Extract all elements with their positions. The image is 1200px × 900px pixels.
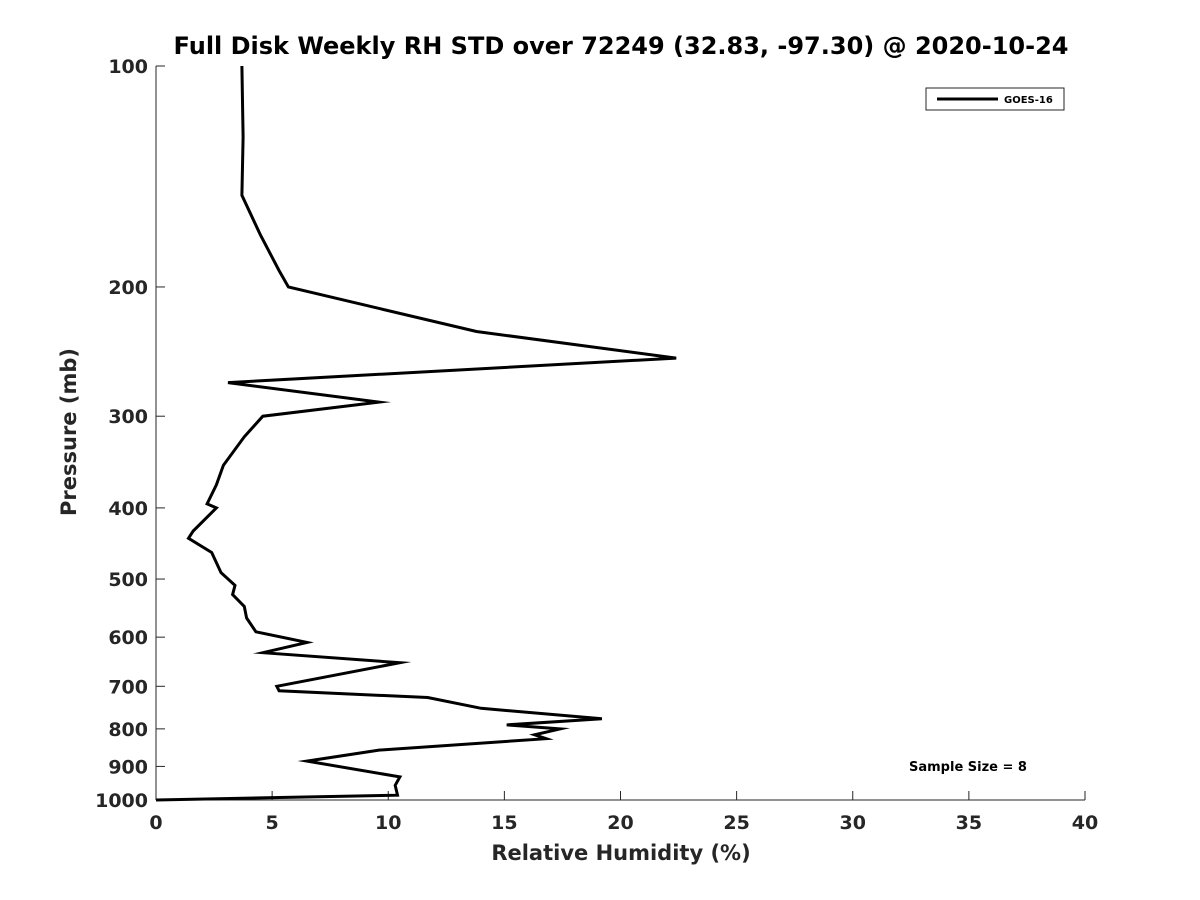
axes: 0 5 10 15 20 25 30 35 40 100 200 300 400 500 600 700 800… <box>95 56 1098 834</box>
x-tick-label: 25 <box>723 812 749 834</box>
legend: GOES-16 <box>925 87 1065 111</box>
x-tick-label: 40 <box>1072 812 1098 834</box>
y-tick-label: 200 <box>108 277 148 299</box>
x-tick-label: 15 <box>491 812 517 834</box>
y-tick-label: 1000 <box>95 790 148 812</box>
y-tick-label: 800 <box>108 719 148 741</box>
legend-label-goes-16: GOES-16 <box>1004 95 1053 106</box>
y-tick-label: 700 <box>108 676 148 698</box>
y-tick-label: 300 <box>108 406 148 428</box>
chart-title: Full Disk Weekly RH STD over 72249 (32.8… <box>174 32 1069 60</box>
sample-size-annotation: Sample Size = 8 <box>909 760 1027 775</box>
x-tick-label: 30 <box>840 812 866 834</box>
x-tick-label: 5 <box>266 812 279 834</box>
x-axis-label: Relative Humidity (%) <box>491 841 750 865</box>
y-tick-label: 500 <box>108 569 148 591</box>
series-line-goes-16 <box>155 65 677 802</box>
y-tick-label: 900 <box>108 756 148 778</box>
x-tick-label: 0 <box>149 812 162 834</box>
y-tick-label: 400 <box>108 498 148 520</box>
series-layer <box>155 65 677 802</box>
x-tick-label: 10 <box>375 812 401 834</box>
y-tick-label: 600 <box>108 627 148 649</box>
y-tick-label: 100 <box>108 56 148 78</box>
y-axis-label: Pressure (mb) <box>57 348 81 516</box>
x-tick-label: 35 <box>956 812 982 834</box>
x-tick-label: 20 <box>607 812 633 834</box>
